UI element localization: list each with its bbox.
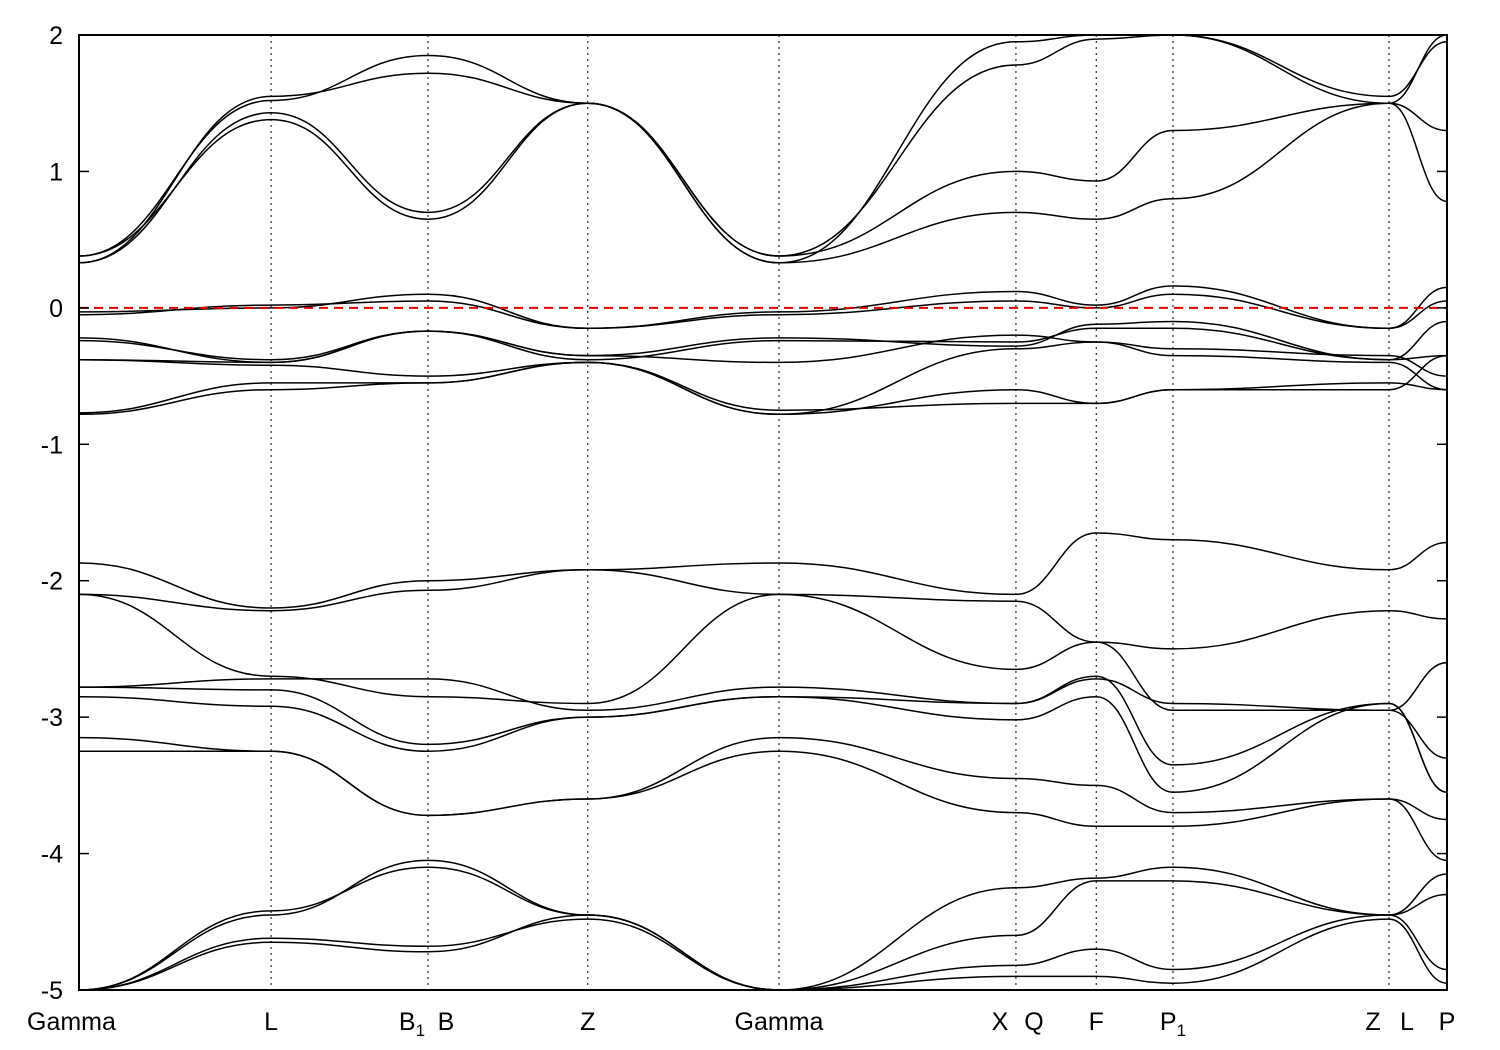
- y-tick-label: -1: [41, 431, 63, 459]
- y-tick-label: 0: [49, 295, 63, 323]
- band-series-17: [79, 695, 1447, 793]
- band-series-10: [79, 361, 1447, 416]
- band-series-12: [79, 532, 1447, 609]
- band-series-5: [79, 293, 1447, 330]
- band-series-15: [79, 678, 1447, 759]
- band-series-3: [79, 35, 1447, 264]
- x-tick-label: B: [438, 1008, 455, 1036]
- x-tick-label: Gamma: [27, 1008, 116, 1036]
- x-tick-label: Q: [1024, 1008, 1043, 1036]
- band-series-16: [79, 675, 1447, 793]
- y-tick-label: -4: [41, 841, 63, 869]
- band-series-23: [79, 918, 1447, 990]
- band-series-4: [79, 285, 1447, 330]
- band-series-14: [79, 593, 1447, 712]
- plot-frame: [78, 34, 1448, 991]
- x-tick-label: P1: [1160, 1008, 1186, 1040]
- x-tick-label: X: [992, 1008, 1009, 1036]
- band-series-11: [79, 354, 1447, 416]
- band-series-22: [79, 914, 1447, 990]
- y-tick-label: 1: [49, 158, 63, 186]
- y-tick-label: 2: [49, 22, 63, 50]
- band-series-1: [79, 102, 1447, 264]
- band-series-9: [79, 341, 1447, 416]
- y-tick-label: -5: [41, 977, 63, 1005]
- band-series-8: [79, 330, 1447, 377]
- y-axis-ticks: 2 1 0 -1 -2 -3 -4 -5: [41, 22, 1447, 1005]
- band-series-7: [79, 327, 1447, 361]
- x-tick-label: F: [1089, 1008, 1104, 1036]
- x-axis-ticks: Gamma L B1 B Z Gamma X Q F P1 Z L P: [27, 1008, 1455, 1040]
- y-tick-label: -3: [41, 704, 63, 732]
- x-tick-label: Gamma: [735, 1008, 824, 1036]
- x-tick-label: L: [1400, 1008, 1414, 1036]
- band-series-18: [79, 736, 1447, 821]
- band-series-13: [79, 569, 1447, 650]
- band-series-19: [79, 750, 1447, 862]
- x-tick-label: L: [264, 1008, 278, 1036]
- x-tick-label: Z: [1365, 1008, 1380, 1036]
- band-series-6: [79, 320, 1447, 364]
- x-tick-label: P: [1439, 1008, 1456, 1036]
- kpoint-divider-lines: [270, 35, 1390, 990]
- x-tick-label: Z: [580, 1008, 595, 1036]
- y-tick-label: -2: [41, 568, 63, 596]
- band-series-20: [79, 866, 1447, 990]
- band-series-2: [79, 35, 1447, 264]
- x-tick-label: B1: [399, 1008, 425, 1040]
- band-series-group: [79, 35, 1447, 990]
